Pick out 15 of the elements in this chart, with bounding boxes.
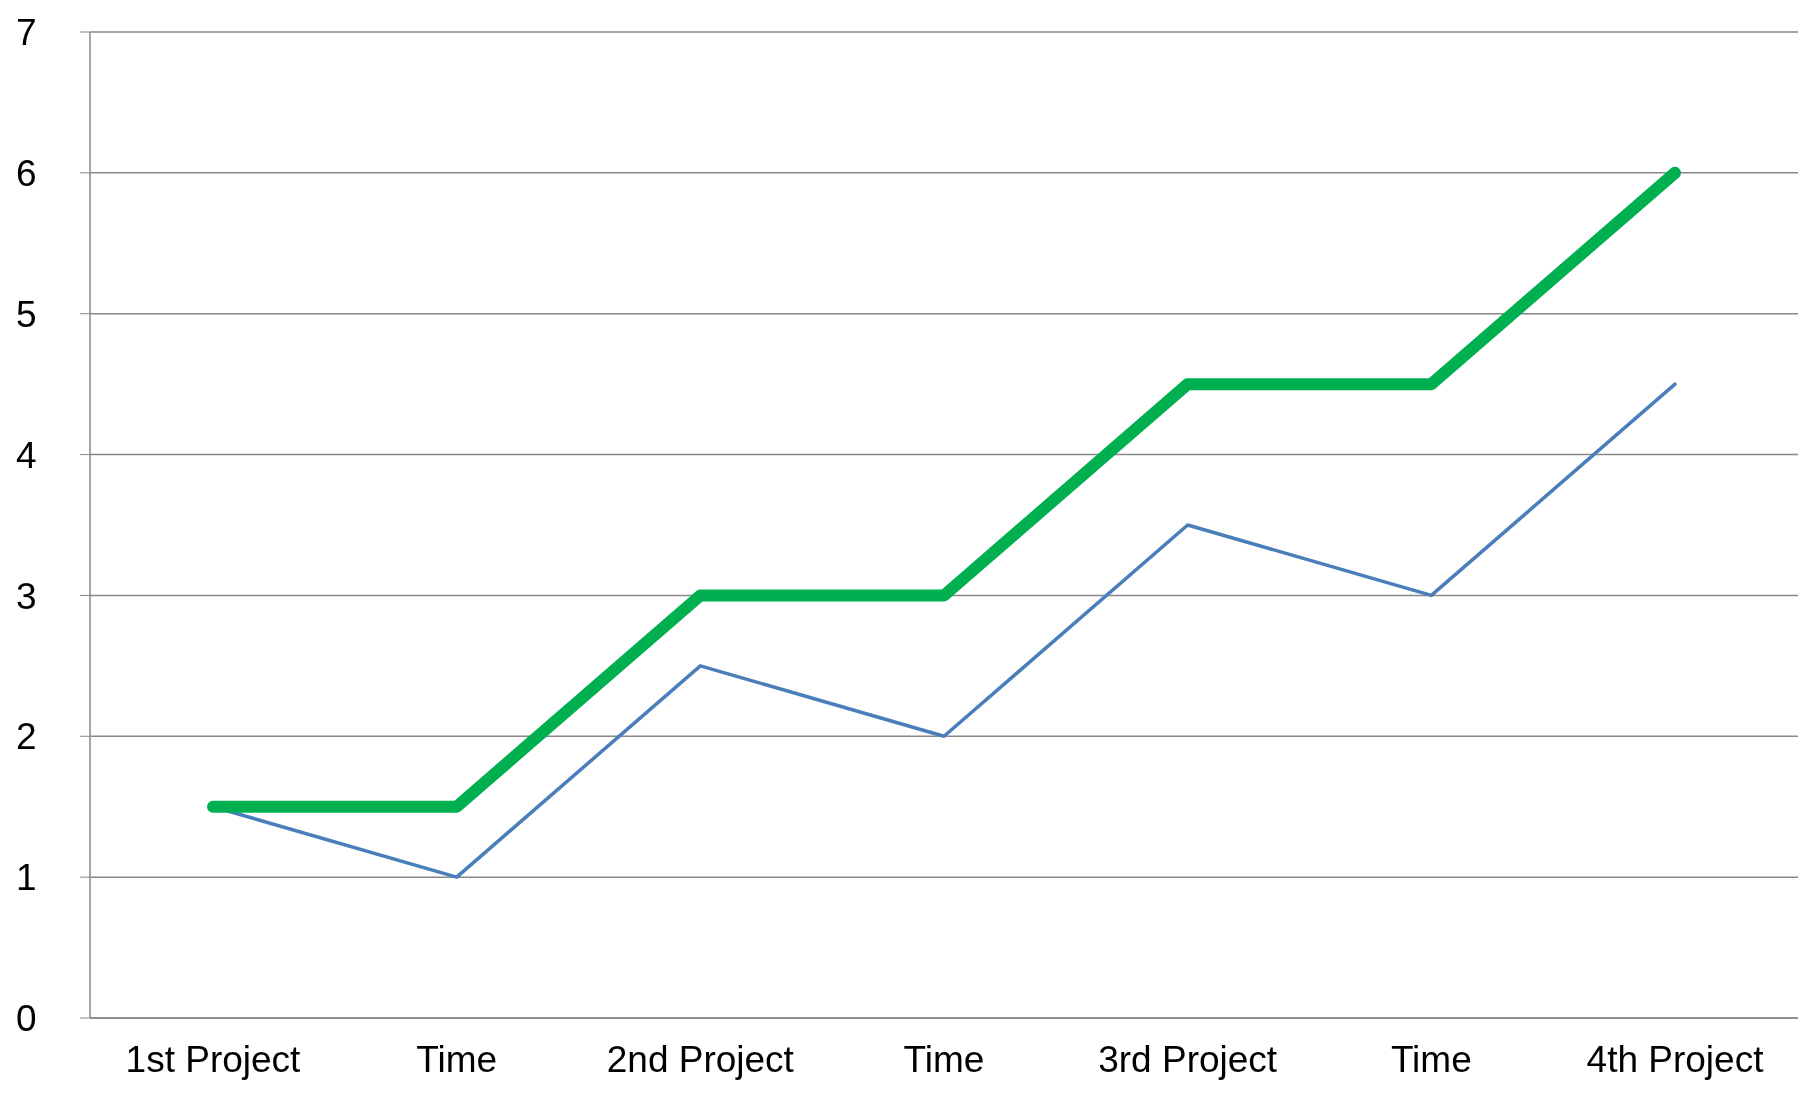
y-tick-label: 2 [16,716,37,758]
y-tick-label: 5 [16,293,37,335]
x-tick-label: Time [1390,1039,1472,1081]
x-tick-label: Time [416,1039,498,1081]
x-tick-label: 1st Project [125,1039,302,1081]
y-tick-label: 7 [16,12,37,54]
x-tick-label: 3rd Project [1098,1039,1278,1081]
x-tick-label: 4th Project [1586,1039,1765,1081]
y-tick-label: 1 [16,857,37,899]
x-tick-label: Time [903,1039,985,1081]
y-tick-label: 3 [16,575,37,617]
y-tick-label: 0 [16,998,37,1040]
y-tick-label: 4 [16,434,37,476]
y-tick-label: 6 [16,152,37,194]
x-tick-label: 2nd Project [606,1039,795,1081]
